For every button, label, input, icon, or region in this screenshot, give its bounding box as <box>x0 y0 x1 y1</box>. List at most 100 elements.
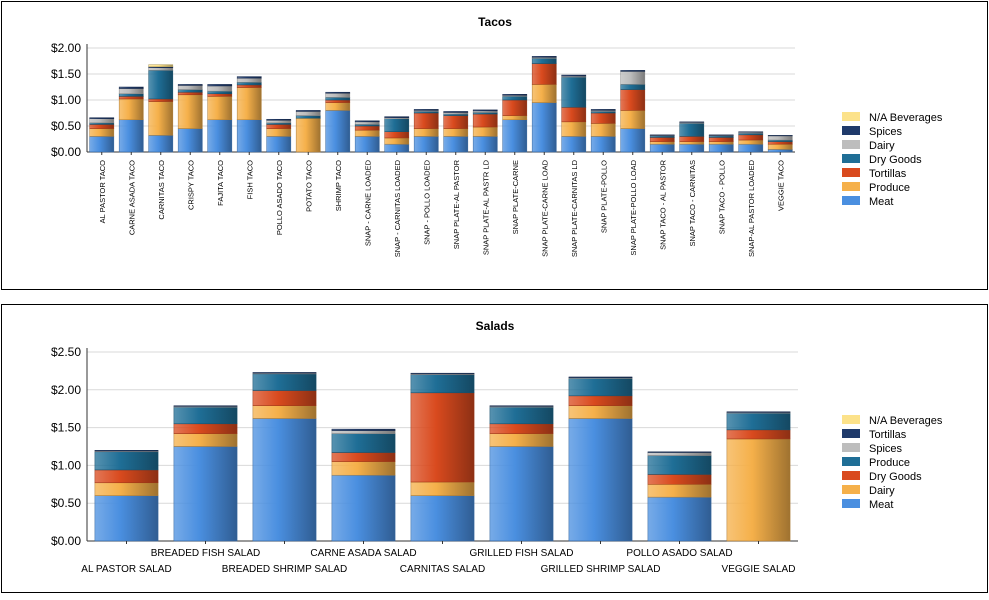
bar-segment-tortillas <box>649 137 675 142</box>
bar-segment-spices <box>649 134 675 136</box>
bar-segment-dry-goods <box>561 76 587 108</box>
bar-segment-tortillas <box>148 98 174 102</box>
bar-segment-spices <box>331 430 396 434</box>
bar-segment-meat <box>767 149 793 153</box>
x-category-label: BREADED SHRIMP SALAD <box>222 564 347 575</box>
bar-segment-meat <box>118 119 144 153</box>
bar-segment-produce <box>647 455 712 475</box>
y-tick-label: $0.00 <box>51 534 81 548</box>
bar-segment-tortillas <box>679 136 705 142</box>
bar-segment-meat <box>561 136 587 153</box>
bar-segment-spices <box>354 120 380 123</box>
bar-segment-tortillas <box>502 99 528 116</box>
bar-segment-tortillas <box>354 125 380 131</box>
bar-segment-meat <box>502 119 528 153</box>
legend-label: Meat <box>869 196 893 208</box>
bar-segment-dairy <box>177 85 203 90</box>
bar-segment-produce <box>325 102 351 111</box>
bar-segment-tortillas <box>620 89 646 111</box>
bar-segment-dry-goods <box>531 58 557 64</box>
bar-segment-tortillas <box>767 141 793 145</box>
bar-segment-tortillas <box>94 450 159 452</box>
x-category-label: POTATO TACO <box>304 160 313 212</box>
bar-segment-tortillas <box>331 428 396 431</box>
bar-segment-meat <box>708 143 734 153</box>
x-category-label: FAJITA TACO <box>216 160 225 206</box>
x-category-label: SNAP-AL PASTOR LOADED <box>747 159 756 257</box>
x-category-label: POLLO ASADO SALAD <box>626 548 732 559</box>
y-tick-label: $1.50 <box>51 421 81 435</box>
bar-segment-meat <box>173 446 238 542</box>
bar-segment-spices <box>502 94 528 96</box>
bar-segment-tortillas <box>266 124 292 129</box>
x-category-label: SHRIMP TACO <box>334 160 343 211</box>
bar-segment-spices <box>679 121 705 123</box>
bar-segment-spices <box>118 86 144 89</box>
x-category-label: SNAP PLATE-CARNE <box>511 160 520 234</box>
bar-segment-tortillas <box>726 411 791 413</box>
bar-segment-produce <box>726 412 791 431</box>
bar-segment-dry-goods <box>568 395 633 406</box>
x-category-label: VEGGIE TACO <box>776 160 785 211</box>
x-category-label: SNAP PLATE-AL PASTOR <box>452 159 461 249</box>
bar-segment-tortillas <box>568 376 633 378</box>
bar-segment-n-a-beverages <box>148 64 174 67</box>
x-category-label: SNAP PLATE-POLLO <box>599 160 608 233</box>
bar-segment-meat <box>531 102 557 153</box>
bar-segment-produce <box>767 143 793 150</box>
bar-segment-produce <box>561 121 587 137</box>
bar-segment-meat <box>679 143 705 153</box>
bar-segment-spices <box>738 131 764 133</box>
bar-segment-tortillas <box>531 63 557 85</box>
x-category-label: SNAP - POLLO LOADED <box>422 159 431 244</box>
bar-segment-dairy <box>173 433 238 447</box>
y-tick-label: $2.00 <box>51 383 81 397</box>
legend-label: Produce <box>869 182 910 194</box>
bar-segment-tortillas <box>413 112 439 129</box>
bar-segment-tortillas <box>325 99 351 103</box>
bar-segment-tortillas <box>738 134 764 141</box>
legend-swatch <box>842 471 860 480</box>
legend-swatch <box>842 182 860 191</box>
bar-segment-dairy <box>252 405 317 419</box>
x-category-label: BREADED FISH SALAD <box>151 548 260 559</box>
bar-segment-meat <box>410 495 475 542</box>
bar-segment-produce <box>649 141 675 145</box>
legend-swatch <box>842 112 860 121</box>
y-tick-label: $0.50 <box>51 496 81 510</box>
bar-segment-produce <box>177 94 203 129</box>
bar-segment-tortillas <box>647 451 712 453</box>
legend-swatch <box>842 443 860 452</box>
bar-segment-dairy <box>325 92 351 98</box>
bar-segment-spices <box>620 70 646 72</box>
bar-segment-meat <box>568 418 633 542</box>
bar-segment-tortillas <box>384 131 410 139</box>
bar-segment-tortillas <box>89 124 115 129</box>
bar-segment-tortillas <box>118 96 144 100</box>
bar-segment-dry-goods <box>620 84 646 90</box>
bar-segment-meat <box>413 136 439 153</box>
bar-segment-tortillas <box>443 115 469 129</box>
bar-segment-produce <box>173 406 238 425</box>
bar-segment-dry-goods <box>647 474 712 485</box>
bar-segment-produce <box>738 139 764 145</box>
bar-segment-meat <box>489 446 554 542</box>
bar-segment-meat <box>620 128 646 153</box>
bar-segment-dry-goods <box>331 452 396 462</box>
legend-swatch <box>842 485 860 494</box>
bar-segment-dairy <box>295 111 321 116</box>
bar-segment-meat <box>177 128 203 153</box>
bar-segment-dry-goods <box>295 115 321 119</box>
bar-segment-spices <box>590 109 616 111</box>
salads-chart-svg: Salads $2.50 $2.00 $1.50 $1.00 $0.50 $0.00 AL … <box>51 319 943 575</box>
x-category-label: SNAP - CARNITAS LOADED <box>393 159 402 257</box>
bar-segment-dry-goods <box>177 89 203 93</box>
bar-segment-dairy <box>767 135 793 141</box>
bar-segment-dairy <box>489 433 554 447</box>
bar-segment-meat <box>207 119 233 153</box>
bar-segment-produce <box>295 117 321 153</box>
bar-segment-produce <box>252 373 317 391</box>
x-category-label: CARNE ASADA SALAD <box>310 548 416 559</box>
bar-segment-dry-goods <box>94 469 159 484</box>
bar-segment-produce <box>354 129 380 137</box>
